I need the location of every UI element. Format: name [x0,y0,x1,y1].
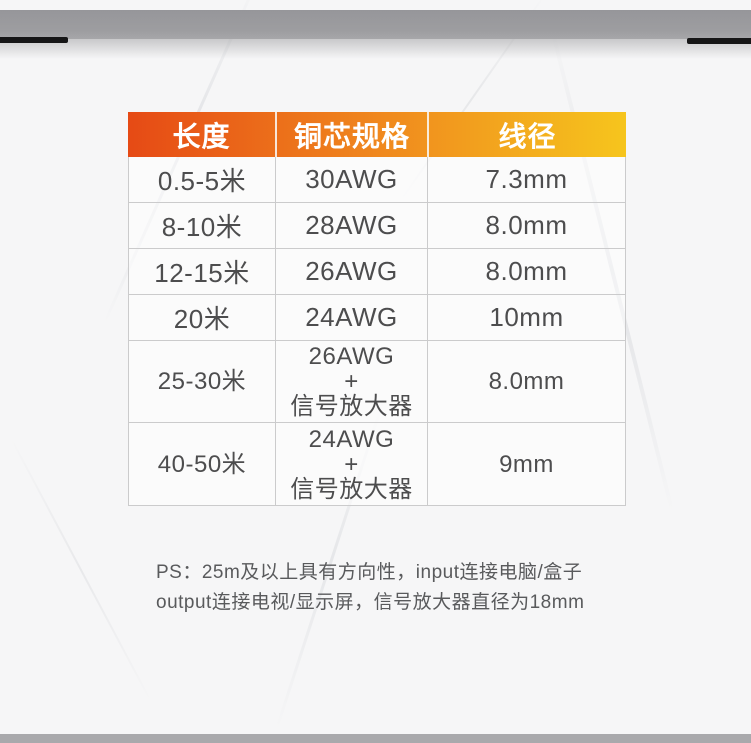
cell-line: 8.0mm [488,368,565,395]
cell-line: 8.0mm [485,210,568,240]
cell-line: 12-15米 [154,258,250,288]
header-cell-length: 长度 [172,120,231,152]
cell-line: 28AWG [305,210,398,240]
cell-line: 30AWG [305,164,398,194]
cell-line: 26AWG [308,343,395,370]
ps-note: PS：25m及以上具有方向性，input连接电脑/盒子 output连接电视/显… [156,558,626,618]
table-row: 20米 24AWG 10mm [129,295,625,341]
diameter-cell: 8.0mm [427,249,625,294]
cell-line: 8-10米 [161,212,243,242]
cell-line: 24AWG [305,302,398,332]
core-cell: 24AWG [275,295,427,340]
cell-line: 40-50米 [157,450,247,478]
table-row: 25-30米 26AWG + 信号放大器 8.0mm [129,341,625,423]
length-cell: 12-15米 [129,249,275,294]
ps-note-line2: output连接电视/显示屏，信号放大器直径为18mm [156,592,585,613]
cell-line: 8.0mm [485,256,568,286]
length-cell: 25-30米 [129,341,275,422]
cell-line: 0.5-5米 [157,166,247,196]
core-cell: 30AWG [275,157,427,202]
cell-line: 10mm [489,302,564,332]
cell-line: 信号放大器 [290,393,413,420]
diameter-cell: 9mm [427,423,625,505]
top-photo-shadow [0,39,751,59]
length-cell: 40-50米 [129,423,275,505]
cell-line: 20米 [173,304,231,334]
core-cell: 26AWG [275,249,427,294]
cell-line: + [344,368,359,395]
table-body: 0.5-5米 30AWG 7.3mm 8-10米 28AWG 8.0mm 12-15米 26A… [128,157,626,506]
cell-line: 25-30米 [157,368,247,395]
cell-line: 信号放大器 [290,475,413,503]
table-row: 40-50米 24AWG + 信号放大器 9mm [129,423,625,505]
cell-line: 24AWG [308,425,395,453]
cell-line: 7.3mm [485,164,568,194]
header-cell-diameter: 线径 [427,112,626,157]
table-header-row: 长度 铜芯规格 线径 [128,112,626,157]
core-cell: 28AWG [275,203,427,248]
diameter-cell: 10mm [427,295,625,340]
top-photo-dark-edge-left [0,37,68,43]
table-row: 8-10米 28AWG 8.0mm [129,203,625,249]
bottom-photo-strip [0,734,751,743]
cell-line: + [344,450,359,478]
length-cell: 20米 [129,295,275,340]
core-cell: 24AWG + 信号放大器 [275,423,427,505]
length-cell: 8-10米 [129,203,275,248]
diameter-cell: 7.3mm [427,157,625,202]
ps-note-line1: PS：25m及以上具有方向性，input连接电脑/盒子 [156,562,583,583]
top-photo-strip [0,10,751,39]
cell-line: 9mm [499,450,554,478]
cell-line: 26AWG [305,256,398,286]
diameter-cell: 8.0mm [427,203,625,248]
length-cell: 0.5-5米 [129,157,275,202]
table-row: 12-15米 26AWG 8.0mm [129,249,625,295]
top-photo-dark-edge-right [687,38,751,44]
header-cell-core: 铜芯规格 [275,112,427,157]
spec-table: 长度 铜芯规格 线径 0.5-5米 30AWG 7.3mm 8-10米 28AWG 8.0… [128,112,626,506]
core-cell: 26AWG + 信号放大器 [275,341,427,422]
diameter-cell: 8.0mm [427,341,625,422]
table-row: 0.5-5米 30AWG 7.3mm [129,157,625,203]
